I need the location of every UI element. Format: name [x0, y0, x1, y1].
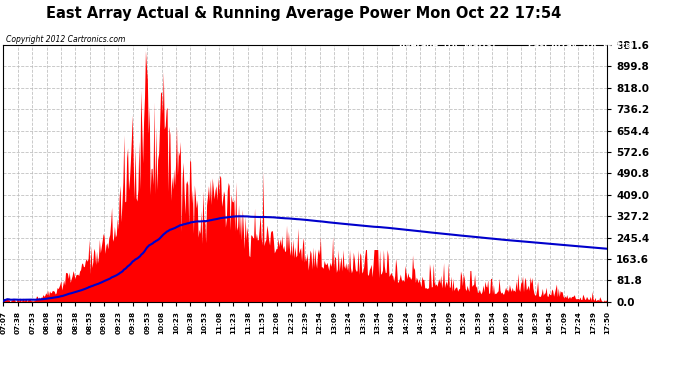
Text: Copyright 2012 Cartronics.com: Copyright 2012 Cartronics.com — [6, 34, 125, 44]
Text: Average  (DC Watts): Average (DC Watts) — [399, 41, 495, 50]
Text: East Array  (DC Watts): East Array (DC Watts) — [529, 41, 634, 50]
Text: East Array Actual & Running Average Power Mon Oct 22 17:54: East Array Actual & Running Average Powe… — [46, 6, 561, 21]
